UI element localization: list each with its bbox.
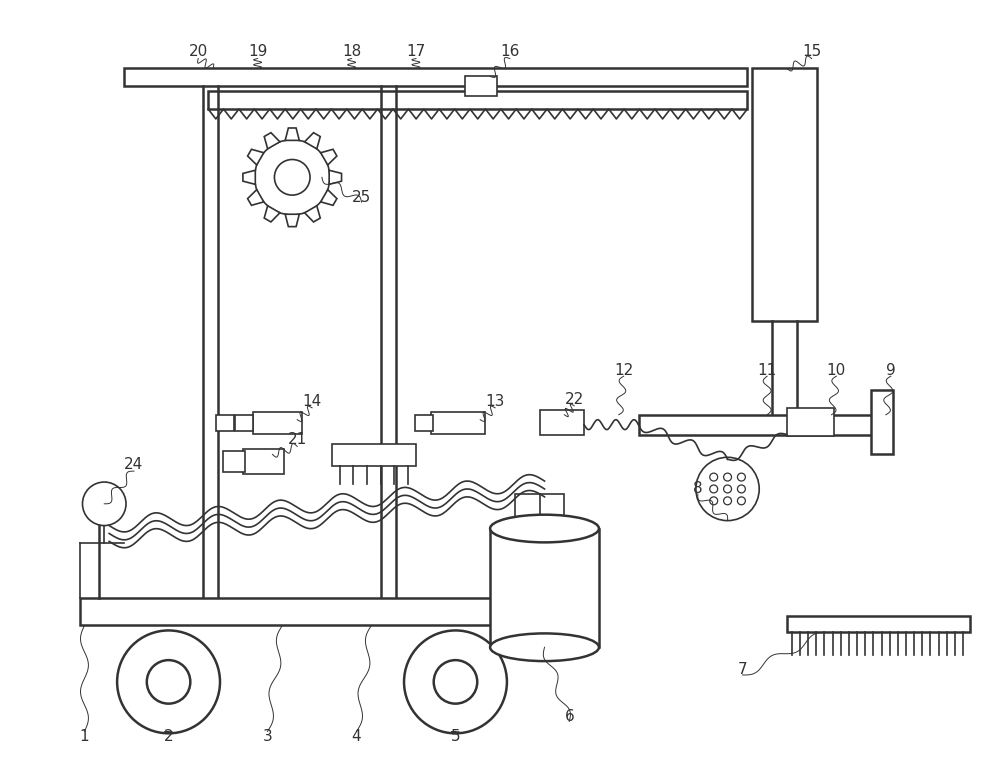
Text: 9: 9 bbox=[886, 363, 896, 378]
Circle shape bbox=[724, 473, 732, 481]
Text: 10: 10 bbox=[827, 363, 846, 378]
Polygon shape bbox=[243, 170, 255, 184]
Text: 22: 22 bbox=[565, 393, 584, 408]
Polygon shape bbox=[248, 149, 264, 165]
Text: 1: 1 bbox=[80, 729, 89, 744]
Bar bbox=[515, 494, 564, 532]
Circle shape bbox=[117, 630, 220, 733]
Bar bbox=[787, 408, 834, 436]
Circle shape bbox=[737, 485, 745, 493]
Circle shape bbox=[737, 473, 745, 481]
Bar bbox=[639, 415, 876, 434]
Text: 17: 17 bbox=[406, 44, 426, 59]
Circle shape bbox=[404, 630, 507, 733]
Bar bbox=[540, 410, 584, 434]
Circle shape bbox=[724, 497, 732, 505]
Bar bbox=[208, 91, 747, 109]
Text: 5: 5 bbox=[451, 729, 460, 744]
Text: 20: 20 bbox=[189, 44, 208, 59]
Text: 13: 13 bbox=[485, 394, 505, 409]
Polygon shape bbox=[321, 149, 337, 165]
Circle shape bbox=[147, 660, 190, 704]
Circle shape bbox=[710, 497, 718, 505]
Bar bbox=[787, 615, 970, 633]
Circle shape bbox=[255, 140, 330, 215]
Bar bbox=[431, 412, 485, 434]
Polygon shape bbox=[285, 128, 299, 140]
Bar bbox=[216, 415, 234, 430]
Bar bbox=[80, 597, 589, 626]
Circle shape bbox=[724, 485, 732, 493]
Text: 14: 14 bbox=[302, 394, 322, 409]
Circle shape bbox=[710, 485, 718, 493]
Polygon shape bbox=[264, 205, 280, 222]
Polygon shape bbox=[285, 214, 299, 227]
Text: 25: 25 bbox=[352, 190, 371, 205]
Text: 2: 2 bbox=[164, 729, 173, 744]
Text: 8: 8 bbox=[693, 481, 703, 496]
Polygon shape bbox=[329, 170, 342, 184]
Bar bbox=[124, 68, 747, 86]
Circle shape bbox=[710, 473, 718, 481]
Polygon shape bbox=[305, 205, 320, 222]
Text: 16: 16 bbox=[500, 44, 520, 59]
Polygon shape bbox=[305, 132, 320, 149]
Text: 24: 24 bbox=[124, 457, 144, 472]
Polygon shape bbox=[264, 132, 280, 149]
Text: 7: 7 bbox=[738, 662, 747, 677]
Text: 19: 19 bbox=[248, 44, 267, 59]
Bar bbox=[332, 445, 416, 466]
Text: 18: 18 bbox=[342, 44, 361, 59]
Ellipse shape bbox=[490, 633, 599, 661]
Circle shape bbox=[696, 457, 759, 521]
Bar bbox=[223, 452, 245, 472]
Text: 15: 15 bbox=[802, 44, 821, 59]
Text: 6: 6 bbox=[564, 709, 574, 724]
Bar bbox=[415, 415, 433, 430]
Polygon shape bbox=[248, 190, 264, 205]
Circle shape bbox=[274, 159, 310, 195]
Circle shape bbox=[434, 660, 477, 704]
Ellipse shape bbox=[490, 514, 599, 543]
Bar bbox=[243, 449, 284, 474]
Text: 11: 11 bbox=[758, 363, 777, 378]
Circle shape bbox=[737, 497, 745, 505]
Bar bbox=[871, 390, 893, 455]
Bar bbox=[253, 412, 302, 434]
Polygon shape bbox=[321, 190, 337, 205]
Circle shape bbox=[82, 482, 126, 525]
Bar bbox=[752, 68, 817, 321]
Bar bbox=[490, 528, 599, 648]
Bar bbox=[235, 415, 253, 430]
Text: 12: 12 bbox=[614, 363, 633, 378]
Text: 4: 4 bbox=[352, 729, 361, 744]
Text: 3: 3 bbox=[263, 729, 272, 744]
Bar bbox=[465, 76, 497, 96]
Text: 21: 21 bbox=[288, 432, 307, 447]
